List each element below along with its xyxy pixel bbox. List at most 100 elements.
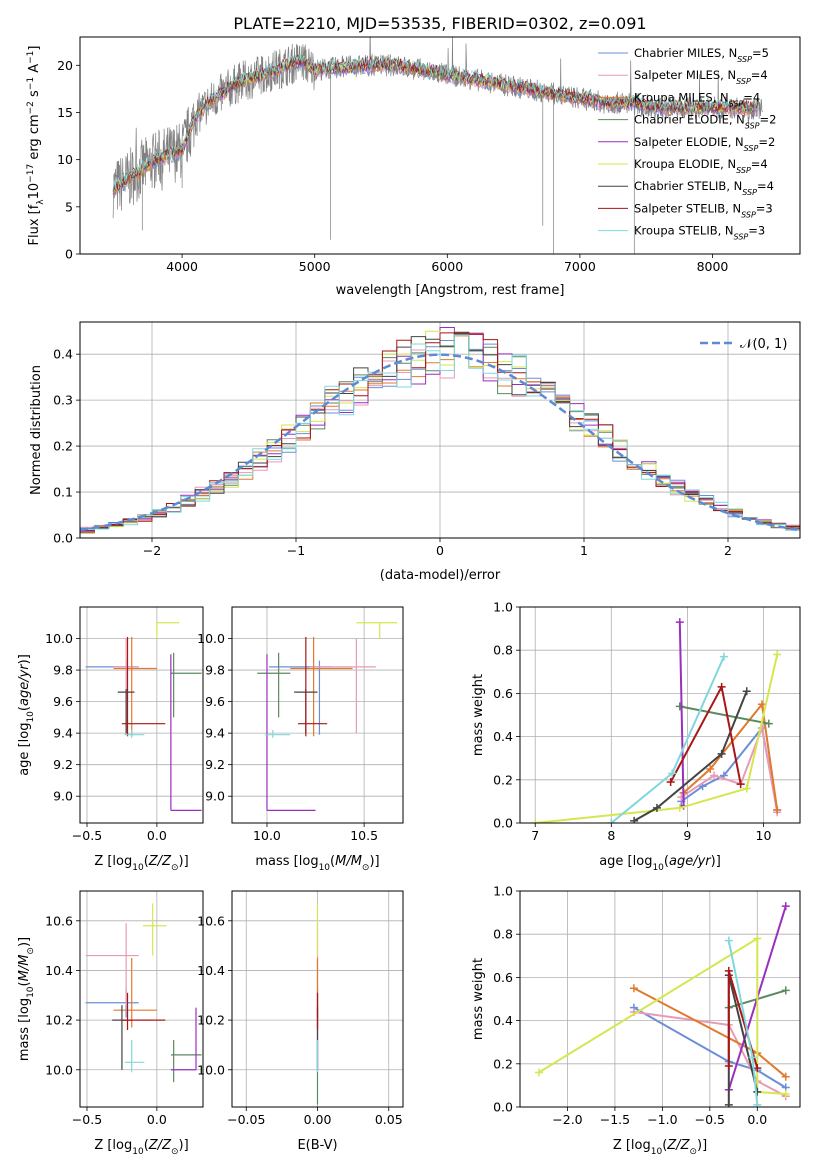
panel-mass_vs_ebv: −0.05 0.00 0.05 10.0 10.2 10.4 10.6 E(B-V) <box>197 890 404 1153</box>
series-marker <box>719 652 728 661</box>
x-tick-label: 0.00 <box>304 1112 332 1127</box>
y-tick-label: 10.0 <box>197 631 225 646</box>
series-line <box>633 1006 787 1089</box>
panel-age_vs_Z: −0.5 0.0 9.0 9.2 9.4 9.6 9.8 10.0 Z [log10(Z/Z⊙)… <box>17 606 204 873</box>
observed-spectrum <box>112 37 763 254</box>
x-axis-label: E(B-V) <box>297 1138 337 1153</box>
errorbar-kroupa-stelib <box>265 729 291 738</box>
x-tick-label: 10 <box>756 828 772 843</box>
series-marker <box>781 986 790 995</box>
series-kroupa-stelib <box>724 936 762 1107</box>
errorbar-chabrier-stelib <box>112 1005 132 1070</box>
y-tick-label: 15 <box>57 105 73 120</box>
y-tick-label: 9.0 <box>205 789 225 804</box>
series-marker <box>534 1068 543 1077</box>
plot-area <box>232 607 403 823</box>
y-tick-label: 10.6 <box>197 913 225 928</box>
y-tick-label: 0.1 <box>53 485 73 500</box>
y-tick-label: 10.0 <box>45 1062 73 1077</box>
y-axis-label: mass [log10(M/M⊙)] <box>17 937 36 1061</box>
series-salpeter-elodie <box>675 618 688 810</box>
x-tick-label: −0.05 <box>227 1112 265 1127</box>
series-marker <box>753 1087 762 1096</box>
series-chabrier-elodie <box>675 702 773 728</box>
errorbar-salpeter-stelib <box>298 636 328 737</box>
series-marker <box>724 936 733 945</box>
y-tick-label: 10.4 <box>197 963 225 978</box>
errorbar-kroupa-elodie <box>142 903 167 956</box>
series-marker <box>757 700 766 709</box>
y-tick-label: 9.0 <box>53 789 73 804</box>
errorbar-kroupa-elodie <box>356 622 398 639</box>
series-marker <box>706 765 715 773</box>
x-tick-label: 1 <box>580 543 588 558</box>
y-tick-label: 0 <box>65 247 73 262</box>
series-line <box>633 690 748 822</box>
y-tick-label: 10.2 <box>197 1013 225 1028</box>
histogram-salpeter-stelib <box>80 332 800 532</box>
series-marker <box>668 769 677 778</box>
y-tick-label: 1.0 <box>493 884 513 899</box>
errorbar-salpeter-stelib <box>121 636 166 737</box>
series-marker <box>773 806 782 815</box>
y-tick-label: 10.0 <box>45 631 73 646</box>
axes-frame <box>79 321 801 539</box>
legend-label: 𝒩(0, 1) <box>740 337 787 352</box>
series-marker <box>773 650 782 659</box>
x-tick-label: 6000 <box>431 259 463 274</box>
errorbar-chabrier-miles <box>85 987 139 1018</box>
y-tick-label: 9.2 <box>53 757 73 772</box>
axes-frame <box>79 890 204 1108</box>
errorbar-salpeter-elodie <box>170 654 202 811</box>
series-line <box>535 654 779 823</box>
y-tick-label: 10 <box>57 152 73 167</box>
series-line <box>679 705 769 725</box>
errorbar-salpeter-miles <box>85 923 139 1006</box>
y-axis-label: mass weight <box>471 958 486 1040</box>
series-chabrier-stelib <box>630 687 751 823</box>
series-marker <box>724 1061 733 1070</box>
series-marker <box>781 1090 790 1099</box>
series-marker <box>531 819 540 823</box>
series-kroupa-elodie <box>531 650 782 823</box>
y-tick-label: 0.0 <box>493 1100 513 1115</box>
errorbar-kroupa-miles <box>290 636 353 737</box>
errorbar-chabrier-stelib <box>117 688 135 734</box>
x-tick-label: 10.5 <box>350 828 378 843</box>
series-marker <box>675 618 684 627</box>
series-line <box>678 622 685 806</box>
y-axis-label: age [log10(age/yr)] <box>17 654 36 776</box>
histogram-kroupa-stelib <box>80 334 800 535</box>
y-tick-label: 0.4 <box>493 1013 513 1028</box>
series-marker <box>717 749 726 758</box>
x-tick-label: 8000 <box>697 259 729 274</box>
x-axis-label: Z [log10(Z/Z⊙)] <box>94 854 188 873</box>
errorbar-kroupa-elodie <box>156 622 180 639</box>
x-tick-label: 0.0 <box>147 1112 167 1127</box>
series-marker <box>781 1072 790 1081</box>
series-marker <box>753 1100 762 1107</box>
y-tick-label: 9.8 <box>53 663 73 678</box>
x-tick-label: 2 <box>724 543 732 558</box>
x-tick-label: 5000 <box>299 259 331 274</box>
series-marker <box>710 771 719 780</box>
x-tick-label: 10.0 <box>253 828 281 843</box>
errorbar-salpeter-elodie <box>266 654 316 811</box>
axes-frame <box>519 890 801 1108</box>
panel-mass_vs_Z: −0.5 0.0 10.0 10.2 10.4 10.6 Z [log10(Z/Z⊙)] ma… <box>17 890 204 1157</box>
plot-area <box>80 322 800 538</box>
series-marker <box>652 803 661 812</box>
legend: 𝒩(0, 1) <box>700 337 787 352</box>
series-marker <box>764 719 773 728</box>
errorbar-kroupa-stelib <box>124 1039 145 1073</box>
y-tick-label: 0.4 <box>493 729 513 744</box>
panel-mass_weight_vs_Z: −2.0 −1.5 −1.0 −0.5 0.0 0.0 0.2 0.4 0.6 0.8 1.0 Z [… <box>471 884 801 1157</box>
series-line <box>680 725 779 811</box>
y-tick-label: 0.8 <box>493 643 513 658</box>
errorbar-chabrier-elodie <box>257 652 291 718</box>
legend-label: Chabrier STELIB, NSSP=4 <box>634 179 774 197</box>
series-marker <box>753 1064 762 1073</box>
series-marker <box>607 819 616 823</box>
x-tick-label: 0.0 <box>147 828 167 843</box>
errorbar-salpeter-miles <box>309 638 376 734</box>
